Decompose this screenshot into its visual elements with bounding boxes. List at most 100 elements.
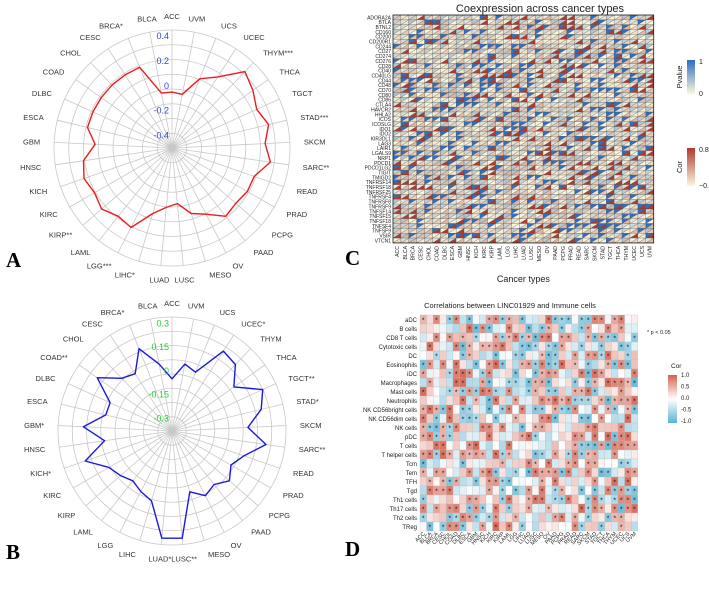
significance-marker: * xyxy=(607,354,610,361)
heatmap-cell xyxy=(558,476,566,487)
significance-marker: * xyxy=(587,453,590,460)
significance-marker: * xyxy=(554,471,557,478)
significance-marker: * xyxy=(561,399,564,406)
heatmap-cell xyxy=(433,458,440,469)
radar-category-label: TGCT** xyxy=(288,374,314,383)
significance-marker: * xyxy=(501,345,504,352)
heatmap-row-label: TNFRSF8 xyxy=(369,200,392,206)
heatmap-cell xyxy=(598,404,605,415)
heatmap-cell xyxy=(604,314,612,325)
heatmap-cell xyxy=(591,413,599,424)
heatmap-cell xyxy=(433,368,440,379)
significance-marker: * xyxy=(488,489,491,496)
significance-marker: * xyxy=(594,408,597,415)
heatmap-col-label: STAD xyxy=(600,246,606,260)
heatmap-cell xyxy=(439,503,447,514)
significance-marker: * xyxy=(462,417,465,424)
significance-marker: * xyxy=(514,372,517,379)
significance-marker: * xyxy=(435,336,438,343)
heatmap-cell xyxy=(459,314,467,325)
heatmap-cell xyxy=(598,476,605,487)
heatmap-cell xyxy=(558,503,566,514)
significance-marker: * xyxy=(442,435,445,442)
heatmap-col-label: SARC xyxy=(585,246,591,261)
heatmap-cell xyxy=(578,332,586,343)
heatmap-cell xyxy=(565,440,572,451)
heatmap-cell xyxy=(604,449,612,460)
heatmap-cell xyxy=(551,377,559,388)
radar-tick-label: 0.15 xyxy=(151,342,169,352)
heatmap-cell xyxy=(439,341,447,352)
significance-marker: * xyxy=(561,408,564,415)
heatmap-cell xyxy=(631,449,638,460)
significance-marker: * xyxy=(567,498,570,505)
significance-marker: * xyxy=(508,336,511,343)
heatmap-cell xyxy=(426,512,434,523)
significance-marker: * xyxy=(561,516,564,523)
significance-marker: * xyxy=(422,453,425,460)
significance-marker: * xyxy=(541,372,544,379)
significance-marker: * xyxy=(534,426,537,433)
significance-marker: * xyxy=(508,390,511,397)
heatmap-cell xyxy=(538,503,546,514)
heatmap-row-label: CD70 xyxy=(378,88,391,94)
significance-marker: * xyxy=(495,390,498,397)
radar-category-label: PRAD xyxy=(283,491,304,500)
significance-marker: * xyxy=(554,453,557,460)
significance-marker: * xyxy=(448,480,451,487)
heatmap-cell xyxy=(479,395,487,406)
heatmap-cell xyxy=(472,431,480,442)
significance-marker: * xyxy=(442,408,445,415)
radar-tick-label: 0.2 xyxy=(156,56,169,66)
significance-marker: * xyxy=(547,390,550,397)
significance-marker: * xyxy=(422,471,425,478)
radar-spoke xyxy=(139,430,173,541)
heatmap-cell xyxy=(452,413,460,424)
significance-marker: * xyxy=(607,363,610,370)
significance-marker: * xyxy=(554,516,557,523)
radar-series-line xyxy=(82,348,267,539)
radar-category-label: PCPG xyxy=(269,511,290,520)
significance-marker: * xyxy=(600,399,603,406)
radar-spoke xyxy=(57,119,173,149)
heatmap-cell xyxy=(439,413,447,424)
heatmap-cell xyxy=(492,323,500,334)
panel-label-d: D xyxy=(345,537,361,561)
heatmap-cell xyxy=(505,341,513,352)
heatmap-cell xyxy=(571,422,579,433)
heatmap-cell xyxy=(452,458,460,469)
significance-marker: * xyxy=(574,408,577,415)
heatmap-cell xyxy=(452,494,460,505)
heatmap-cell xyxy=(472,467,480,478)
heatmap-cell xyxy=(578,422,586,433)
radar-spoke xyxy=(82,147,173,226)
heatmap-cell xyxy=(466,521,473,532)
significance-marker: * xyxy=(620,462,623,469)
heatmap-row-label: CD27 xyxy=(378,49,391,55)
heatmap-cell xyxy=(591,395,599,406)
radar-spoke xyxy=(64,98,173,149)
heatmap-cell xyxy=(459,503,467,514)
heatmap-cell xyxy=(492,440,500,451)
significance-marker: * xyxy=(541,327,544,334)
significance-marker: * xyxy=(429,489,432,496)
significance-marker: * xyxy=(580,327,583,334)
heatmap-cell xyxy=(499,503,506,514)
significance-marker: * xyxy=(488,471,491,478)
heatmap-cell xyxy=(584,341,592,352)
heatmap-cell xyxy=(611,458,619,469)
significance-marker: * xyxy=(501,453,504,460)
significance-marker: * xyxy=(495,516,498,523)
radar-spoke xyxy=(73,430,173,489)
radar-series-line xyxy=(82,66,272,229)
heatmap-cell xyxy=(545,494,553,505)
significance-marker: * xyxy=(627,480,630,487)
significance-marker: * xyxy=(475,480,478,487)
radar-tick-label: -0.4 xyxy=(153,131,169,141)
significance-marker: * xyxy=(594,507,597,514)
heatmap-cell xyxy=(617,476,625,487)
significance-marker: * xyxy=(448,525,451,532)
significance-marker: * xyxy=(613,408,616,415)
significance-marker: * xyxy=(448,417,451,424)
significance-marker: * xyxy=(567,336,570,343)
